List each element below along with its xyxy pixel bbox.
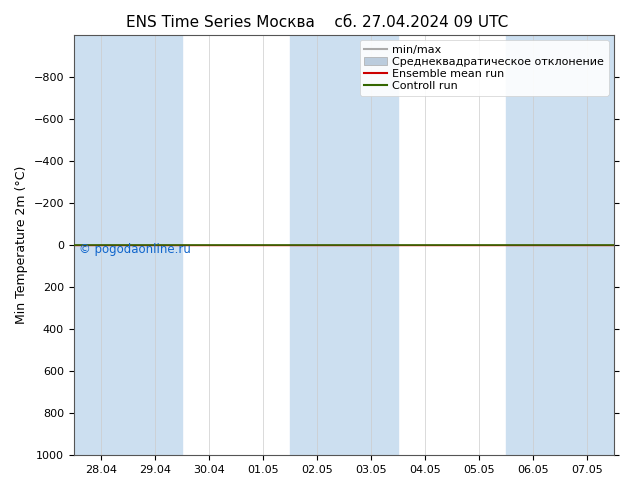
Bar bbox=[128, 35, 182, 455]
Y-axis label: Min Temperature 2m (°C): Min Temperature 2m (°C) bbox=[15, 166, 28, 324]
Bar bbox=[560, 35, 614, 455]
Bar bbox=[344, 35, 398, 455]
Legend: min/max, Среднеквадратическое отклонение, Ensemble mean run, Controll run: min/max, Среднеквадратическое отклонение… bbox=[360, 40, 609, 96]
Bar bbox=[74, 35, 128, 455]
Bar bbox=[506, 35, 560, 455]
Text: ENS Time Series Москва    сб. 27.04.2024 09 UTC: ENS Time Series Москва сб. 27.04.2024 09… bbox=[126, 15, 508, 30]
Text: © pogodaonline.ru: © pogodaonline.ru bbox=[79, 243, 191, 256]
Bar bbox=[290, 35, 344, 455]
